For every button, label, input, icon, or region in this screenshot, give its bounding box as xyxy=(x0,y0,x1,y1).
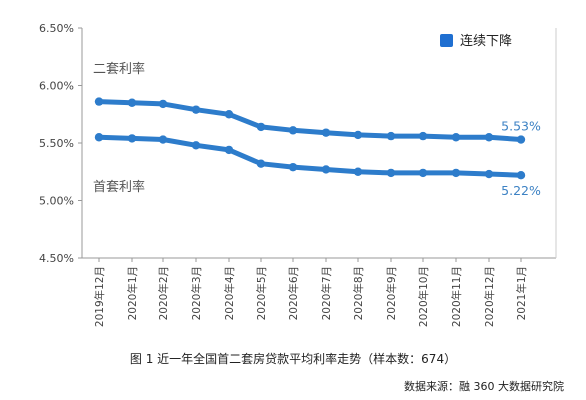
data-point xyxy=(256,159,266,168)
y-tick-label: 6.50% xyxy=(39,22,74,35)
data-point xyxy=(484,169,494,179)
data-point xyxy=(321,165,331,174)
x-tick-label: 2020年6月 xyxy=(287,266,300,320)
series-name-label: 首套利率 xyxy=(93,179,145,195)
x-tick-label: 2021年1月 xyxy=(515,266,528,320)
x-tick-label: 2020年7月 xyxy=(320,266,333,320)
figure-caption: 图 1 近一年全国首二套房贷款平均利率走势（样本数：674） xyxy=(129,352,457,366)
y-tick-label: 5.00% xyxy=(39,195,74,208)
data-point xyxy=(288,162,298,172)
x-tick-label: 2020年9月 xyxy=(385,266,398,320)
series-line xyxy=(96,99,524,142)
data-point xyxy=(516,171,526,180)
legend: 连续下降 xyxy=(440,33,512,49)
x-tick-label: 2020年3月 xyxy=(190,266,203,320)
data-point xyxy=(94,133,104,142)
line-chart: 6.50% 6.00% 5.50% 5.00% 4.50% 2019年12月 2020年1… xyxy=(39,22,557,327)
x-tick-label: 2020年12月 xyxy=(483,266,496,327)
series-2: 首套利率 5.22% xyxy=(93,133,541,198)
data-point xyxy=(191,105,201,114)
data-point xyxy=(94,97,104,106)
data-point xyxy=(451,168,461,178)
data-point xyxy=(321,128,331,137)
y-tick-label: 5.50% xyxy=(39,137,74,150)
x-axis-tick-labels: 2019年12月 2020年1月 2020年2月 2020年3月 2020年4月 2020… xyxy=(93,266,528,327)
x-tick-label: 2020年2月 xyxy=(157,266,170,320)
data-source: 数据来源：融 360 大数据研究院 xyxy=(404,380,564,393)
x-tick-label: 2020年8月 xyxy=(352,266,365,320)
end-value-label: 5.22% xyxy=(501,183,541,198)
data-point xyxy=(158,135,168,144)
data-point xyxy=(451,133,461,142)
data-point xyxy=(224,145,234,155)
data-point xyxy=(353,167,363,176)
data-point xyxy=(127,98,137,107)
data-point xyxy=(224,110,234,119)
legend-swatch xyxy=(440,34,453,47)
data-point xyxy=(418,131,428,141)
y-tick-label: 6.00% xyxy=(39,80,74,93)
series-1: 二套利率 5.53% xyxy=(93,61,541,144)
x-tick-label: 2020年1月 xyxy=(126,266,139,320)
data-point xyxy=(386,168,396,178)
x-tick-label: 2020年5月 xyxy=(255,266,268,320)
data-point xyxy=(386,131,396,141)
data-point xyxy=(127,134,137,143)
y-axis-tick-labels: 6.50% 6.00% 5.50% 5.00% 4.50% xyxy=(39,22,74,265)
data-point xyxy=(191,141,201,150)
data-point xyxy=(158,99,168,109)
data-point xyxy=(288,126,298,135)
legend-label: 连续下降 xyxy=(460,33,512,49)
data-point xyxy=(484,133,494,142)
x-tick-label: 2020年11月 xyxy=(450,266,463,327)
y-tick-label: 4.50% xyxy=(39,252,74,265)
series-line xyxy=(96,134,524,178)
x-tick-label: 2020年4月 xyxy=(223,266,236,320)
chart-axes xyxy=(78,27,557,262)
x-tick-label: 2020年10月 xyxy=(417,266,430,327)
data-point xyxy=(256,122,266,132)
data-point xyxy=(353,130,363,140)
x-tick-label: 2019年12月 xyxy=(93,266,106,327)
end-value-label: 5.53% xyxy=(501,119,541,134)
data-point xyxy=(516,135,526,144)
series-layer: 二套利率 5.53% 首套利率 5.22% xyxy=(93,61,541,198)
data-point xyxy=(418,168,428,178)
series-name-label: 二套利率 xyxy=(93,61,145,77)
